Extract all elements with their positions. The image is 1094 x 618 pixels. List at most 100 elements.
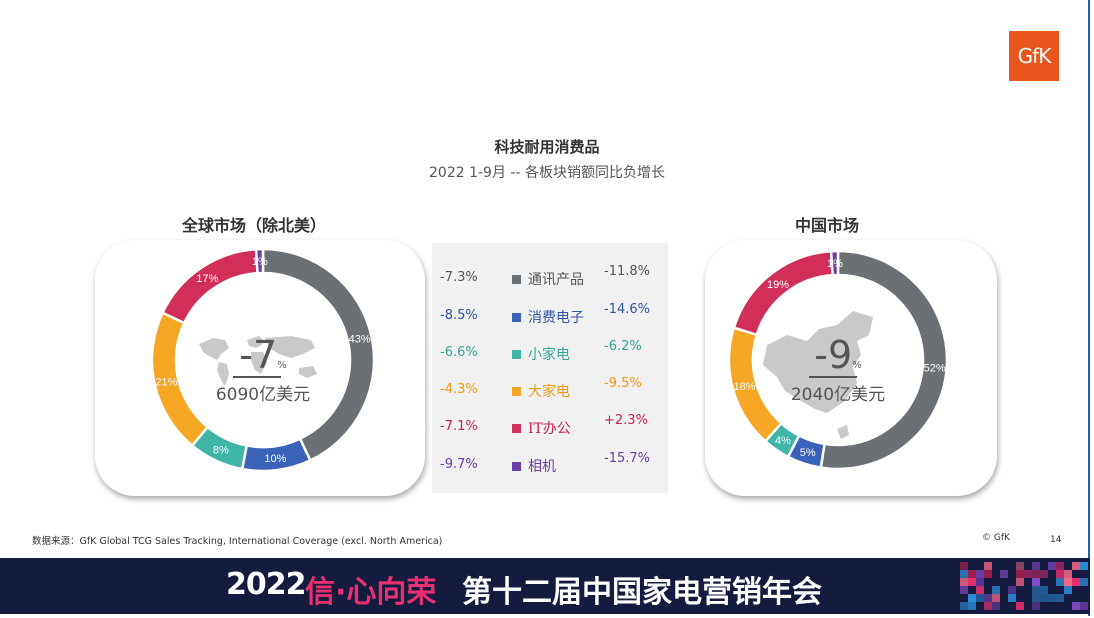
global-donut-chart: 43% 10% 8% 21% 17% 1%	[150, 247, 376, 473]
pixel-block	[960, 578, 968, 586]
slice-label: 43%	[349, 333, 371, 345]
pixel-block	[1056, 570, 1064, 578]
legend-row: -6.6% 小家电 -6.2%	[432, 339, 668, 367]
slice-label: 52%	[924, 363, 946, 375]
pixel-block	[1056, 594, 1064, 602]
gfk-logo: GfK	[1009, 31, 1059, 81]
pixel-block	[968, 602, 976, 610]
pixel-block	[984, 594, 992, 602]
china-growth-cell: -15.7%	[604, 451, 650, 466]
legend-swatch	[512, 313, 521, 322]
pixel-block	[1032, 578, 1040, 586]
pixel-block	[960, 602, 968, 610]
china-donut-chart: 52% 5% 4% 18% 19% 1%	[727, 249, 949, 471]
pixel-block	[984, 570, 992, 578]
pixel-block	[1048, 594, 1056, 602]
china-map-icon	[763, 311, 873, 439]
global-growth: -7%	[213, 336, 313, 385]
category-label: 消费电子	[528, 310, 584, 326]
global-growth-cell: -9.7%	[440, 457, 478, 472]
world-map-icon	[199, 336, 317, 386]
slice-label: 10%	[264, 453, 286, 465]
legend-swatch	[512, 350, 521, 359]
china-growth-cell: -9.5%	[604, 376, 642, 391]
donut-slice	[254, 247, 265, 275]
pixel-block	[1032, 594, 1040, 602]
pixel-block	[1072, 578, 1080, 586]
slice-label: 1%	[252, 256, 268, 268]
pixel-block	[976, 586, 984, 594]
pixel-block	[1040, 570, 1048, 578]
category-label: 相机	[528, 459, 556, 475]
global-growth-cell: -7.3%	[440, 270, 478, 285]
pixel-block	[1072, 602, 1080, 610]
global-growth-cell: -4.3%	[440, 382, 478, 397]
pixel-block	[1040, 586, 1048, 594]
pixel-block	[1032, 562, 1040, 570]
pixel-block	[1056, 562, 1064, 570]
pixel-block	[1016, 602, 1024, 610]
category-label: IT办公	[528, 421, 571, 437]
china-growth-cell: -6.2%	[604, 339, 642, 354]
china-growth-cell: -14.6%	[604, 302, 650, 317]
global-growth-cell: -7.1%	[440, 419, 478, 434]
pixel-block	[1072, 562, 1080, 570]
pixel-block	[1032, 570, 1040, 578]
pixel-block	[984, 562, 992, 570]
slice-label: 17%	[196, 273, 218, 285]
china-total: 2040亿美元	[790, 385, 886, 405]
slice-label: 19%	[767, 279, 789, 291]
pixel-block	[960, 586, 968, 594]
pixel-block	[1032, 602, 1040, 610]
legend-row: -7.1% IT办公 +2.3%	[432, 413, 668, 441]
slice-label: 18%	[733, 381, 755, 393]
category-label: 小家电	[528, 347, 570, 363]
china-growth: -9%	[788, 336, 888, 385]
global-divider	[233, 376, 281, 378]
pixel-block	[976, 570, 984, 578]
pixel-block	[992, 586, 1000, 594]
china-divider	[809, 376, 857, 378]
donut-slice	[732, 249, 834, 337]
pixel-block	[1016, 570, 1024, 578]
legend-swatch	[512, 462, 521, 471]
slice-label: 5%	[800, 447, 816, 459]
legend-swatch	[512, 275, 521, 284]
slice-label: 21%	[155, 377, 177, 389]
china-growth-cell: +2.3%	[604, 413, 648, 428]
pixel-block	[1024, 570, 1032, 578]
global-growth-cell: -8.5%	[440, 308, 478, 323]
event-banner: 2022 信·心向荣 第十二届中国家电营销年会	[0, 558, 1090, 614]
banner-year: 2022	[226, 567, 306, 602]
donut-slice	[819, 249, 949, 471]
banner-slogan: 信·心向荣	[305, 575, 437, 610]
page-number: 14	[1050, 535, 1062, 545]
pixel-block	[968, 570, 976, 578]
pixel-block	[1048, 562, 1056, 570]
copyright: © GfK	[982, 533, 1010, 543]
china-title: 中国市场	[795, 216, 860, 235]
pixel-block	[992, 602, 1000, 610]
pixel-block	[992, 594, 1000, 602]
global-total: 6090亿美元	[215, 385, 311, 405]
data-source: 数据来源：GfK Global TCG Sales Tracking, Inte…	[32, 536, 443, 547]
pixel-block	[1064, 586, 1072, 594]
legend-row: -9.7% 相机 -15.7%	[432, 451, 668, 479]
pixel-block	[1016, 562, 1024, 570]
legend-swatch	[512, 424, 521, 433]
pixel-block	[1000, 570, 1008, 578]
china-growth-unit: %	[852, 360, 862, 371]
china-growth-value: -9	[814, 333, 853, 377]
pixel-block	[1064, 570, 1072, 578]
pixel-block	[968, 578, 976, 586]
legend-row: -8.5% 消费电子 -14.6%	[432, 302, 668, 330]
donut-slice	[829, 249, 840, 277]
slice-label: 4%	[775, 435, 791, 447]
china-growth-cell: -11.8%	[604, 264, 650, 279]
pixel-block	[1032, 586, 1040, 594]
pixel-block	[1080, 602, 1088, 610]
slice-label: 8%	[213, 445, 229, 457]
pixel-block	[1040, 594, 1048, 602]
global-growth-value: -7	[239, 333, 278, 377]
